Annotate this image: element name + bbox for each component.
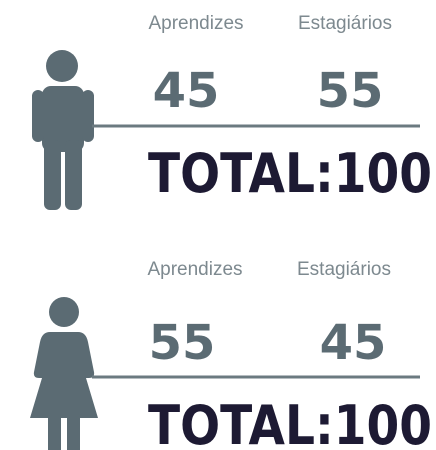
value: 55 [149,315,216,371]
total-label: TOTAL: [148,142,334,205]
category-label: Aprendizes [148,13,243,34]
category-label: Estagiários [297,259,391,280]
category-label: Estagiários [298,13,392,34]
value: 45 [320,315,387,371]
value: 55 [317,63,384,119]
total-value: 100 [334,142,432,205]
total-value: 100 [334,394,432,450]
total-label: TOTAL: [148,394,334,450]
female-icon [30,297,98,450]
total: TOTAL:100 [148,142,432,205]
value: 45 [153,63,220,119]
male-icon [32,50,94,210]
category-label: Aprendizes [147,259,242,280]
total: TOTAL:100 [148,394,432,450]
